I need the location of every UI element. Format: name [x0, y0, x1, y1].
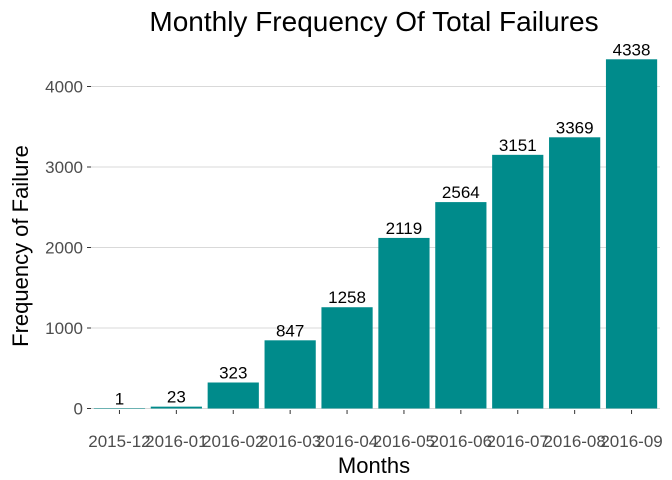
x-tick-label-2016-05: 2016-05 — [373, 432, 435, 451]
x-axis-title: Months — [338, 453, 410, 478]
bar-2016-05 — [378, 238, 429, 409]
data-label-2016-02: 323 — [219, 363, 247, 382]
x-tick-label-2016-09: 2016-09 — [600, 432, 662, 451]
bar-2016-04 — [321, 307, 372, 408]
y-axis-ticks: 0 1000 2000 3000 4000 — [45, 78, 91, 419]
data-label-2016-01: 23 — [167, 388, 186, 407]
data-label-2015-12: 1 — [115, 389, 124, 408]
y-tick-label-2000: 2000 — [45, 239, 83, 258]
y-tick-label-4000: 4000 — [45, 78, 83, 97]
y-tick-label-0: 0 — [74, 400, 83, 419]
bar-2016-02 — [208, 382, 259, 408]
x-tick-label-2016-08: 2016-08 — [543, 432, 605, 451]
data-label-2016-04: 1258 — [328, 288, 366, 307]
x-tick-label-2016-02: 2016-02 — [202, 432, 264, 451]
data-label-2016-03: 847 — [276, 321, 304, 340]
x-tick-label-2016-01: 2016-01 — [145, 432, 207, 451]
bars — [94, 59, 657, 408]
x-tick-label-2015-12: 2015-12 — [88, 432, 150, 451]
bar-2016-08 — [549, 137, 600, 408]
x-tick-label-2016-06: 2016-06 — [430, 432, 492, 451]
data-label-2016-08: 3369 — [556, 118, 594, 137]
y-tick-label-1000: 1000 — [45, 319, 83, 338]
data-label-2016-06: 2564 — [442, 183, 480, 202]
bar-2016-03 — [265, 340, 316, 408]
y-tick-label-3000: 3000 — [45, 158, 83, 177]
x-tick-label-2016-07: 2016-07 — [487, 432, 549, 451]
chart-title: Monthly Frequency Of Total Failures — [149, 6, 598, 37]
data-label-2016-09: 4338 — [613, 40, 651, 59]
bar-2016-09 — [606, 59, 657, 408]
bar-2016-06 — [435, 202, 486, 408]
bar-2016-07 — [492, 155, 543, 409]
x-axis-ticks: 2015-122016-012016-022016-032016-042016-… — [88, 410, 662, 451]
data-label-2016-05: 2119 — [386, 219, 423, 238]
x-tick-label-2016-03: 2016-03 — [259, 432, 321, 451]
y-axis-title: Frequency of Failure — [8, 145, 33, 347]
data-label-2016-07: 3151 — [499, 136, 537, 155]
bar-2016-01 — [151, 407, 202, 409]
x-tick-label-2016-04: 2016-04 — [316, 432, 378, 451]
